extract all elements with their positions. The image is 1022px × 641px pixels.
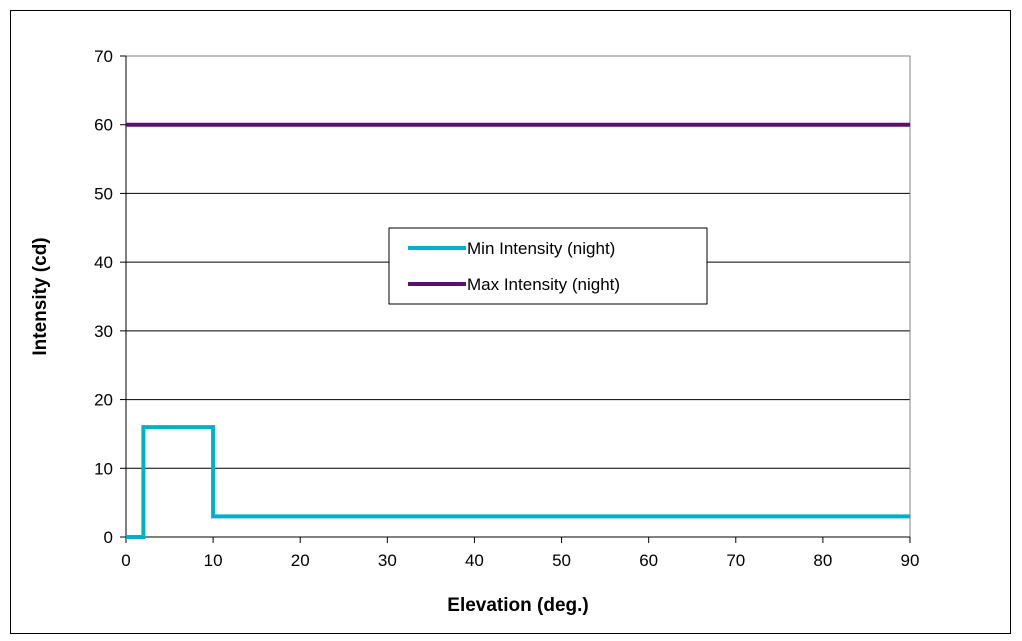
axes: 0 10 20 30 40 50 60 70 0 10 20 30 40 50 60 70 80 90 [94, 47, 919, 570]
x-tick-label: 0 [121, 551, 130, 570]
x-tick-label: 80 [813, 551, 832, 570]
legend-box [388, 227, 708, 305]
chart-border [10, 10, 1011, 634]
y-tick-label: 30 [94, 322, 113, 341]
x-tick-label: 30 [378, 551, 397, 570]
x-tick-label: 10 [204, 551, 223, 570]
legend: Min Intensity (night) Max Intensity (nigh… [388, 227, 708, 305]
y-tick-label: 70 [94, 47, 113, 66]
series-line-min-intensity [126, 425, 910, 539]
x-tick-label: 60 [639, 551, 658, 570]
series-layer [126, 122, 910, 539]
x-tick-label: 90 [901, 551, 920, 570]
legend-label: Max Intensity (night) [467, 275, 620, 294]
y-tick-label: 10 [94, 459, 113, 478]
x-tick-label: 20 [291, 551, 310, 570]
y-tick-label: 60 [94, 116, 113, 135]
legend-label: Min Intensity (night) [467, 239, 615, 258]
x-tick-label: 50 [552, 551, 571, 570]
y-tick-label: 20 [94, 391, 113, 410]
y-axis-title: Intensity (cd) [30, 237, 51, 355]
y-tick-label: 50 [94, 184, 113, 203]
x-tick-label: 40 [465, 551, 484, 570]
x-tick-label: 70 [726, 551, 745, 570]
x-axis-title: Elevation (deg.) [447, 595, 588, 616]
y-tick-label: 40 [94, 253, 113, 272]
y-tick-label: 0 [104, 528, 113, 547]
